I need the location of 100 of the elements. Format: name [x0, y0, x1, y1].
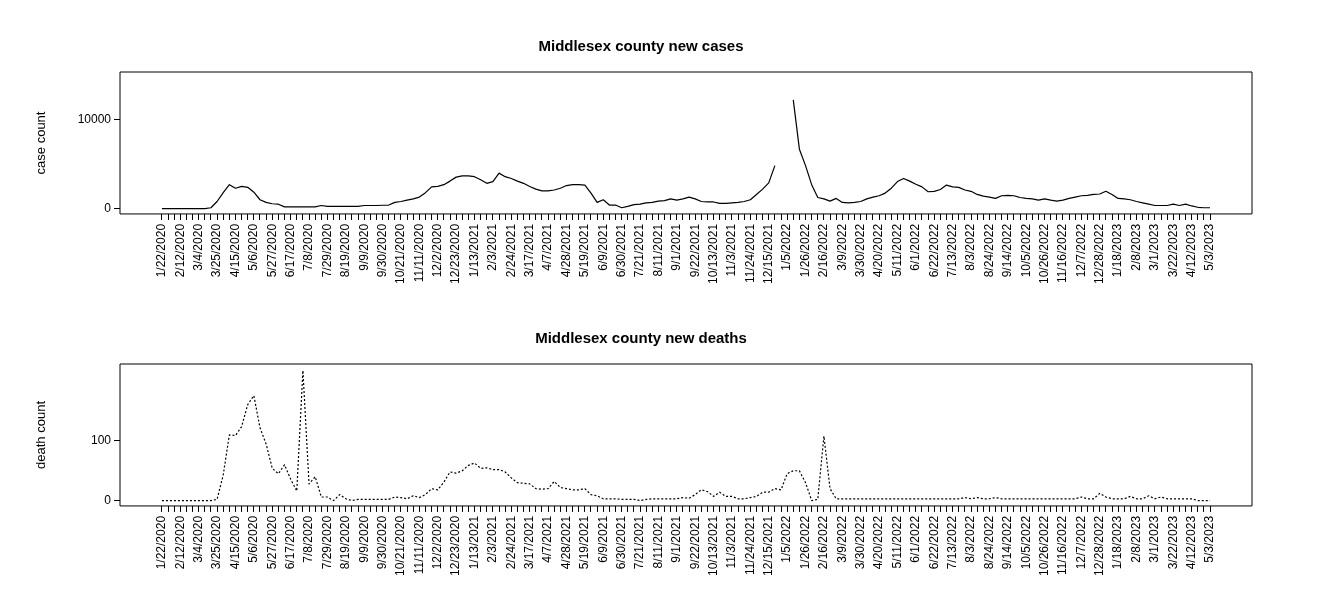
x-tick-label: 3/1/2023 [1147, 515, 1162, 563]
x-tick-label: 4/28/2021 [558, 515, 573, 570]
x-tick-label: 8/24/2022 [981, 223, 996, 278]
x-tick-label: 8/3/2022 [963, 223, 978, 271]
x-tick-label: 9/14/2022 [1000, 515, 1015, 570]
y-tick-label: 100 [90, 433, 112, 448]
x-tick-label: 4/7/2021 [540, 515, 555, 563]
x-tick-label: 5/11/2022 [889, 223, 904, 277]
x-tick-label: 5/6/2020 [246, 515, 261, 563]
x-tick-label: 7/21/2021 [632, 223, 647, 278]
chart-title: Middlesex county new cases [538, 37, 744, 55]
x-tick-label: 1/13/2021 [466, 223, 481, 278]
x-tick-label: 3/22/2023 [1165, 515, 1180, 570]
x-tick-label: 3/1/2023 [1147, 223, 1162, 271]
x-tick-label: 2/24/2021 [503, 223, 518, 278]
x-tick-label: 12/2/2020 [430, 223, 445, 278]
x-tick-label: 9/14/2022 [1000, 223, 1015, 278]
x-tick-label: 4/20/2022 [871, 515, 886, 570]
x-tick-label: 2/8/2023 [1128, 223, 1143, 271]
x-tick-label: 9/22/2021 [687, 223, 702, 278]
x-tick-label: 2/12/2020 [172, 515, 187, 570]
x-tick-label: 1/26/2022 [797, 223, 812, 278]
x-tick-label: 4/12/2023 [1184, 515, 1198, 570]
x-tick-label: 9/9/2020 [356, 223, 371, 271]
x-tick-label: 12/23/2020 [448, 515, 463, 576]
x-tick-label: 9/30/2020 [374, 223, 389, 278]
x-tick-label: 2/16/2022 [816, 223, 831, 278]
x-tick-label: 6/9/2021 [595, 515, 610, 563]
x-tick-label: 7/29/2020 [319, 223, 334, 278]
x-tick-label: 10/5/2022 [1018, 223, 1033, 278]
x-tick-label: 5/3/2023 [1202, 223, 1217, 271]
x-tick-label: 6/22/2022 [926, 223, 941, 278]
x-tick-label: 5/11/2022 [889, 515, 904, 569]
x-tick-label: 10/5/2022 [1018, 515, 1033, 570]
x-tick-label: 7/13/2022 [944, 515, 959, 570]
x-tick-label: 10/13/2021 [705, 223, 720, 284]
x-tick-label: 6/1/2022 [908, 223, 923, 271]
x-tick-label: 1/13/2021 [466, 515, 481, 570]
x-tick-label: 11/16/2022 [1055, 223, 1070, 284]
x-tick-label: 2/3/2021 [485, 223, 500, 271]
x-tick-label: 12/7/2022 [1073, 223, 1088, 278]
x-tick-label: 12/2/2020 [430, 515, 445, 570]
x-tick-label: 3/9/2022 [834, 515, 849, 563]
x-tick-label: 5/19/2021 [577, 223, 592, 278]
x-tick-label: 2/3/2021 [485, 515, 500, 563]
x-tick-label: 3/30/2022 [853, 515, 867, 570]
x-tick-label: 12/15/2021 [761, 223, 776, 284]
x-tick-label: 3/9/2022 [834, 223, 849, 271]
x-tick-label: 4/12/2023 [1184, 223, 1198, 278]
x-tick-label: 11/3/2021 [724, 515, 739, 569]
x-tick-label: 9/9/2020 [356, 515, 371, 563]
x-tick-label: 3/4/2020 [191, 223, 206, 271]
x-tick-label: 8/11/2021 [650, 515, 665, 569]
x-tick-label: 9/1/2021 [669, 515, 684, 563]
x-tick-label: 6/22/2022 [926, 515, 941, 570]
x-tick-label: 3/30/2022 [853, 223, 867, 278]
x-tick-label: 5/3/2023 [1202, 515, 1217, 563]
x-tick-label: 3/17/2021 [522, 223, 537, 278]
y-tick-label: 10000 [77, 112, 112, 127]
x-tick-label: 2/16/2022 [816, 515, 831, 570]
x-tick-label: 1/5/2022 [779, 223, 794, 271]
x-tick-label: 2/24/2021 [503, 515, 518, 570]
x-tick-label: 3/25/2020 [209, 223, 224, 278]
y-axis-title: case count [33, 111, 49, 175]
x-tick-label: 1/18/2023 [1110, 515, 1125, 570]
line-series [161, 369, 1211, 502]
y-tick-label: 0 [104, 492, 112, 507]
x-tick-label: 11/24/2021 [742, 515, 757, 576]
chart-title: Middlesex county new deaths [535, 329, 747, 347]
x-tick-label: 11/24/2021 [742, 223, 757, 284]
x-tick-label: 9/1/2021 [669, 223, 684, 271]
x-tick-label: 10/21/2020 [393, 515, 408, 576]
x-tick-label: 6/30/2021 [613, 515, 628, 570]
x-tick-label: 1/18/2023 [1110, 223, 1125, 278]
x-tick-label: 7/13/2022 [944, 223, 959, 278]
x-tick-label: 6/17/2020 [282, 223, 297, 278]
x-tick-label: 7/8/2020 [301, 223, 316, 271]
x-tick-label: 12/23/2020 [448, 223, 463, 284]
x-tick-label: 11/11/2020 [411, 223, 426, 283]
x-tick-label: 7/21/2021 [632, 515, 647, 570]
x-tick-label: 6/1/2022 [908, 515, 923, 563]
x-tick-label: 1/22/2020 [154, 223, 169, 278]
x-tick-label: 8/24/2022 [981, 515, 996, 570]
x-tick-label: 6/17/2020 [282, 515, 297, 570]
x-tick-label: 12/28/2022 [1092, 515, 1107, 576]
x-tick-label: 4/28/2021 [558, 223, 573, 278]
x-tick-label: 1/5/2022 [779, 515, 794, 563]
x-tick-label: 12/15/2021 [761, 515, 776, 576]
x-tick-label: 5/27/2020 [264, 223, 279, 278]
x-tick-label: 8/19/2020 [338, 223, 353, 278]
x-tick-label: 11/3/2021 [724, 223, 739, 277]
x-tick-label: 5/6/2020 [246, 223, 261, 271]
x-tick-label: 4/15/2020 [227, 515, 242, 570]
x-tick-label: 8/11/2021 [650, 223, 665, 277]
x-tick-label: 1/26/2022 [797, 515, 812, 570]
x-tick-label: 2/8/2023 [1128, 515, 1143, 563]
x-tick-label: 10/26/2022 [1036, 515, 1051, 576]
x-tick-label: 3/4/2020 [191, 515, 206, 563]
x-tick-label: 6/9/2021 [595, 223, 610, 271]
x-tick-label: 12/7/2022 [1073, 515, 1088, 570]
